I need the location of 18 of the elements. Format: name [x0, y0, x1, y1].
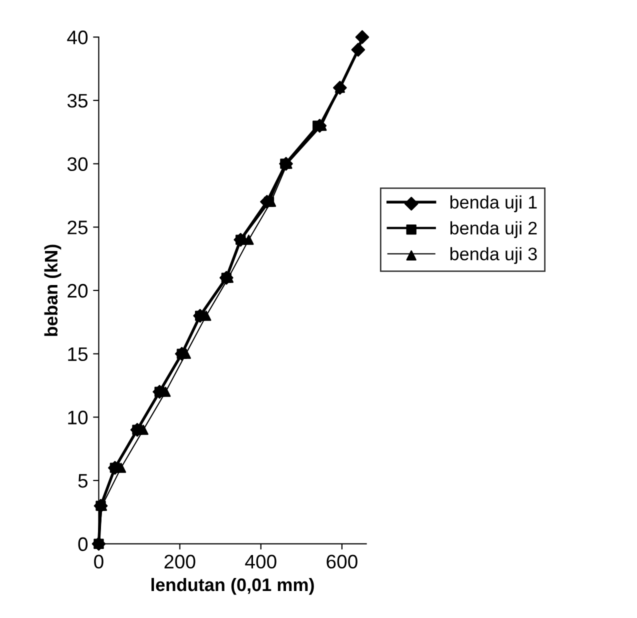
y-tick-label: 10	[68, 410, 88, 424]
y-tick-label: 35	[67, 94, 88, 108]
y-tick-label: 15	[68, 347, 88, 362]
y-tick-label: 40	[67, 30, 88, 44]
legend-label: benda uji 2	[450, 221, 537, 238]
x-tick-label: 200	[164, 554, 196, 569]
y-tick-label: 20	[68, 284, 88, 298]
x-tick-label: 400	[245, 554, 276, 569]
y-tick-label: 0	[78, 537, 88, 552]
y-axis-title: beban (kN)	[44, 244, 62, 336]
y-tick-label: 5	[78, 474, 88, 488]
x-tick-label: 0	[94, 554, 104, 569]
x-tick-label: 600	[326, 554, 358, 569]
legend-label: benda uji 3	[450, 247, 537, 264]
y-tick-label: 25	[68, 220, 88, 234]
x-axis-title: lendutan (0,01 mm)	[152, 578, 314, 595]
y-tick-label: 30	[67, 157, 88, 172]
legend-label: benda uji 1	[450, 195, 537, 212]
